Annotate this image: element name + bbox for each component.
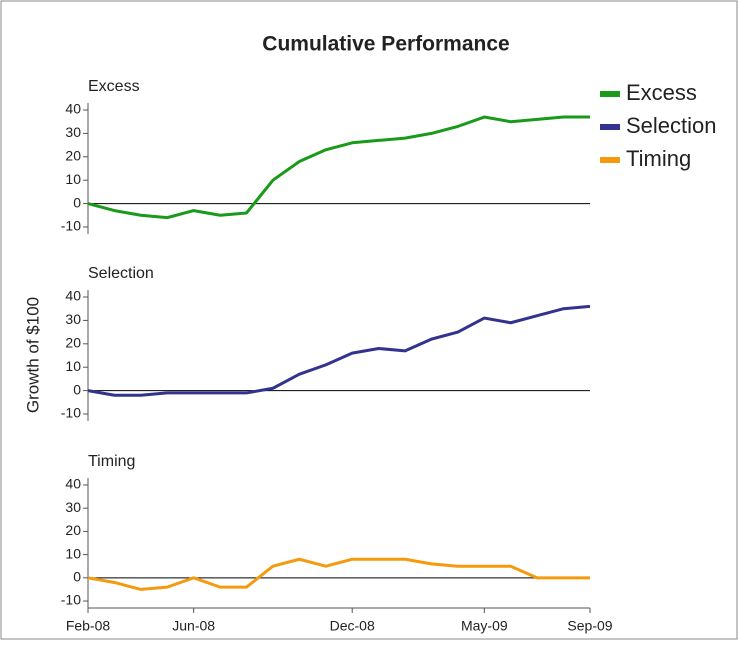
y-tick-label: -10 [61, 218, 81, 234]
chart-title: Cumulative Performance [262, 33, 509, 56]
legend-label: Timing [626, 146, 691, 171]
panel-title: Excess [88, 78, 140, 95]
x-tick-label: May-09 [461, 618, 508, 634]
x-tick-label: Jun-08 [172, 618, 215, 634]
y-tick-label: 20 [65, 335, 81, 351]
legend-label: Selection [626, 113, 717, 138]
y-tick-label: 40 [65, 476, 81, 492]
y-axis-label: Growth of $100 [23, 297, 42, 413]
y-tick-label: -10 [61, 592, 81, 608]
y-tick-label: 20 [65, 522, 81, 538]
x-tick-label: Dec-08 [330, 618, 375, 634]
y-tick-label: 10 [65, 545, 81, 561]
series-line [87, 304, 591, 397]
y-tick-label: 0 [73, 381, 81, 397]
y-tick-label: 30 [65, 499, 81, 515]
x-tick-label: Sep-09 [567, 618, 612, 634]
y-tick-label: 20 [65, 148, 81, 164]
legend-swatch [600, 124, 620, 130]
y-tick-label: 10 [65, 358, 81, 374]
y-tick-label: 40 [65, 101, 81, 117]
panel-title: Timing [88, 453, 135, 470]
legend-label: Excess [626, 80, 697, 105]
y-tick-label: 0 [73, 194, 81, 210]
y-tick-label: 30 [65, 311, 81, 327]
series-line [87, 115, 590, 220]
y-tick-label: 40 [65, 288, 81, 304]
y-tick-label: 10 [65, 171, 81, 187]
x-tick-label: Feb-08 [66, 618, 111, 634]
y-tick-label: 0 [73, 569, 81, 585]
y-tick-label: 30 [65, 124, 81, 140]
y-tick-label: -10 [61, 405, 81, 421]
legend-swatch [600, 91, 620, 97]
panel-title: Selection [88, 265, 154, 282]
series-line [87, 557, 590, 591]
legend-swatch [600, 157, 620, 163]
